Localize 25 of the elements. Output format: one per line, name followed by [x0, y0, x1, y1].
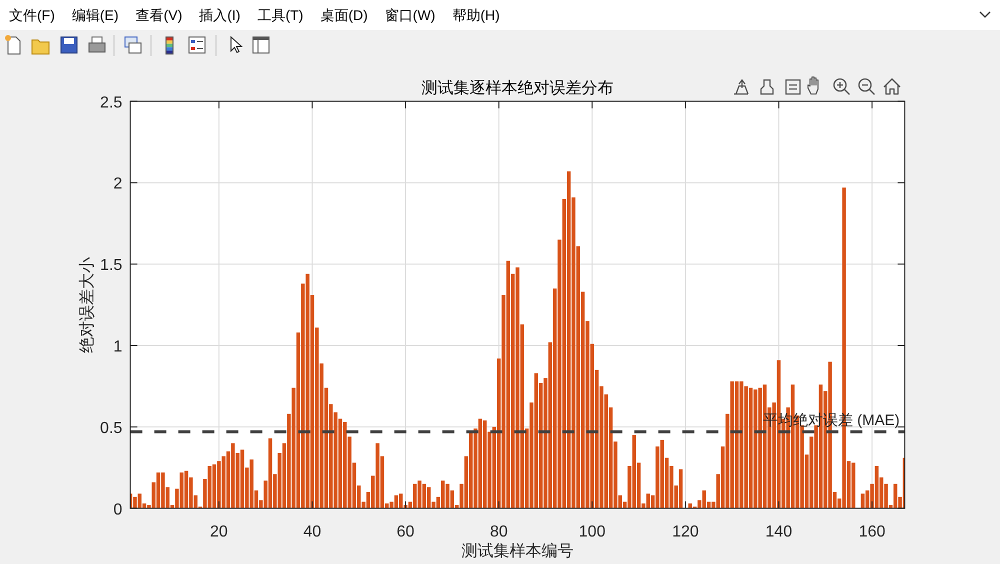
x-tick-label: 100 — [578, 523, 606, 540]
x-axis-title: 测试集样本编号 — [462, 542, 574, 560]
y-tick-label: 1.5 — [100, 257, 122, 274]
x-tick-label: 60 — [396, 523, 415, 540]
text: 文件(F) — [9, 7, 55, 23]
x-tick-label: 40 — [303, 523, 322, 540]
x-tick-label: 120 — [672, 523, 699, 540]
text: 桌面(D) — [320, 7, 368, 23]
text: 插入(I) — [199, 7, 240, 23]
y-tick-label: 0.5 — [100, 420, 122, 437]
y-tick-label: 0 — [113, 501, 122, 518]
y-tick-label: 2 — [113, 176, 122, 193]
text: 查看(V) — [136, 7, 182, 23]
text: 编辑(E) — [72, 7, 119, 23]
text: 窗口(W) — [384, 7, 436, 23]
x-tick-label: 20 — [210, 523, 228, 540]
x-tick-label: 140 — [765, 523, 792, 540]
text: 工具(T) — [257, 7, 304, 23]
x-tick-label: 80 — [490, 523, 508, 540]
text: 帮助(H) — [452, 7, 500, 23]
chart-title: 测试集逐样本绝对误差分布 — [422, 79, 614, 97]
x-tick-label: 160 — [858, 523, 886, 540]
y-tick-label: 2.5 — [100, 94, 122, 112]
y-tick-label: 1 — [113, 338, 122, 356]
y-axis-title: 绝对误差大小 — [78, 256, 96, 353]
